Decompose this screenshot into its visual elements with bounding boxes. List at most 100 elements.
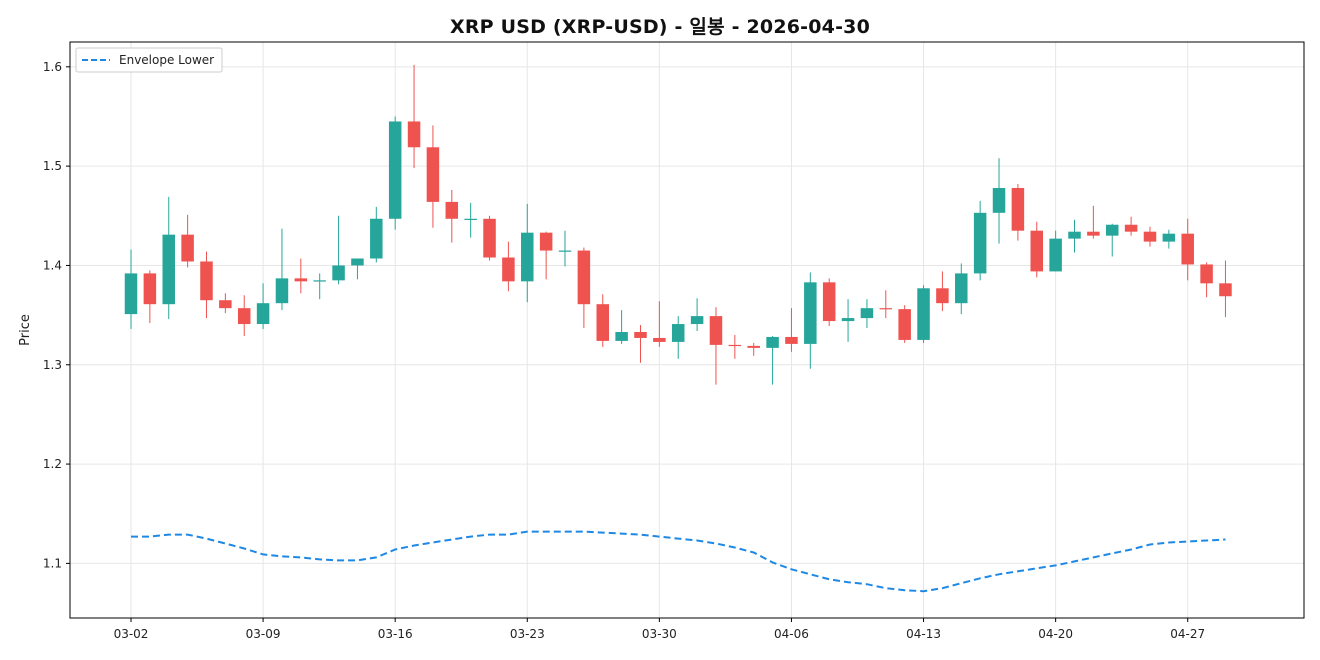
candle-down — [1011, 184, 1025, 241]
candle-body — [1181, 233, 1194, 265]
candle-down — [822, 278, 836, 327]
candle-down — [653, 301, 666, 347]
candle-up — [671, 316, 685, 359]
candle-body — [407, 121, 421, 148]
candle-up — [1105, 223, 1119, 257]
x-tick-label: 04-20 — [1038, 627, 1073, 641]
candle-down — [1200, 262, 1213, 298]
candle-body — [804, 282, 817, 344]
legend-label-envelope-lower: Envelope Lower — [119, 53, 214, 67]
candle-down — [577, 247, 591, 329]
candle-down — [1219, 260, 1232, 318]
candle-body — [219, 300, 232, 309]
x-tick-label: 03-30 — [642, 627, 677, 641]
y-tick-label: 1.1 — [43, 556, 62, 570]
candle-up — [992, 158, 1006, 244]
candle-body — [615, 331, 628, 341]
candle-down — [634, 325, 647, 363]
candle-body — [841, 318, 855, 322]
candle-down — [445, 189, 459, 243]
candle-down — [879, 290, 893, 319]
candle-body — [955, 273, 968, 304]
y-tick-label: 1.6 — [43, 60, 62, 74]
x-axis-ticks: 03-02 03-09 03-16 03-23 03-30 04-06 04-13 04-20… — [114, 618, 1205, 641]
candle-up — [521, 203, 534, 303]
candle-body — [237, 308, 251, 325]
candle-down — [728, 334, 742, 359]
candle-body — [181, 234, 194, 262]
x-tick-label: 04-27 — [1170, 627, 1205, 641]
x-tick-label: 03-02 — [114, 627, 149, 641]
candle-body — [332, 265, 345, 281]
candle-body — [162, 234, 175, 305]
candle-body — [1162, 233, 1176, 242]
candle-down — [709, 307, 723, 385]
candle-up — [388, 116, 402, 230]
candle-down — [1143, 226, 1157, 247]
candle-body — [294, 278, 308, 282]
x-tick-label: 03-09 — [246, 627, 281, 641]
candle-up — [351, 258, 364, 280]
candle-down — [785, 308, 798, 352]
candle-up — [464, 202, 477, 238]
candle-down — [1124, 216, 1138, 236]
x-tick-label: 04-06 — [774, 627, 809, 641]
candle-body — [860, 308, 874, 319]
candle-up — [1049, 230, 1062, 272]
y-tick-label: 1.4 — [43, 258, 62, 272]
candle-body — [766, 336, 779, 348]
envelope-lower-series — [131, 530, 1226, 593]
legend-box — [75, 47, 223, 73]
candle-down — [1030, 221, 1044, 278]
grid-lines — [70, 42, 1304, 618]
candle-body — [671, 324, 685, 342]
candle-body — [388, 121, 402, 219]
candle-body — [521, 232, 534, 282]
candle-body — [1105, 224, 1119, 236]
candle-up — [275, 228, 289, 311]
candle-body — [426, 147, 440, 202]
candle-body — [1030, 230, 1044, 272]
candle-up — [162, 196, 175, 320]
plot-frame — [69, 41, 1305, 619]
candle-body — [785, 336, 798, 344]
candle-body — [200, 261, 213, 301]
candle-body — [936, 288, 949, 304]
candle-body — [275, 278, 289, 304]
candle-down — [936, 271, 949, 312]
x-tick-label: 03-23 — [510, 627, 545, 641]
candle-body — [653, 337, 666, 342]
candle-body — [973, 212, 987, 274]
candle-up — [615, 310, 628, 344]
candle-body — [370, 218, 383, 259]
candle-up — [313, 273, 326, 300]
candle-body — [1087, 231, 1100, 236]
candle-body — [1219, 283, 1232, 297]
candle-down — [407, 64, 421, 169]
candle-body — [709, 316, 723, 345]
candle-down — [483, 215, 496, 261]
candle-up — [332, 215, 345, 285]
candle-body — [577, 250, 591, 305]
candle-body — [558, 250, 572, 252]
candle-down — [219, 293, 232, 314]
y-axis-label: Price — [18, 314, 33, 346]
candle-body — [502, 257, 515, 282]
candle-up — [860, 299, 874, 329]
candle-down — [502, 241, 515, 292]
candle-down — [237, 295, 251, 336]
candle-body — [1143, 231, 1157, 242]
x-tick-label: 04-13 — [906, 627, 941, 641]
y-axis-ticks: 1.1 1.2 1.3 1.4 1.5 1.6 — [43, 60, 70, 570]
candle-body — [464, 218, 477, 220]
candle-up — [841, 299, 855, 342]
candle-body — [143, 273, 157, 305]
candle-down — [596, 294, 609, 347]
candle-body — [898, 309, 911, 340]
candle-body — [256, 303, 270, 325]
candle-body — [1011, 187, 1025, 231]
candle-up — [804, 272, 817, 369]
candle-body — [596, 304, 609, 341]
candle-up — [917, 285, 930, 343]
